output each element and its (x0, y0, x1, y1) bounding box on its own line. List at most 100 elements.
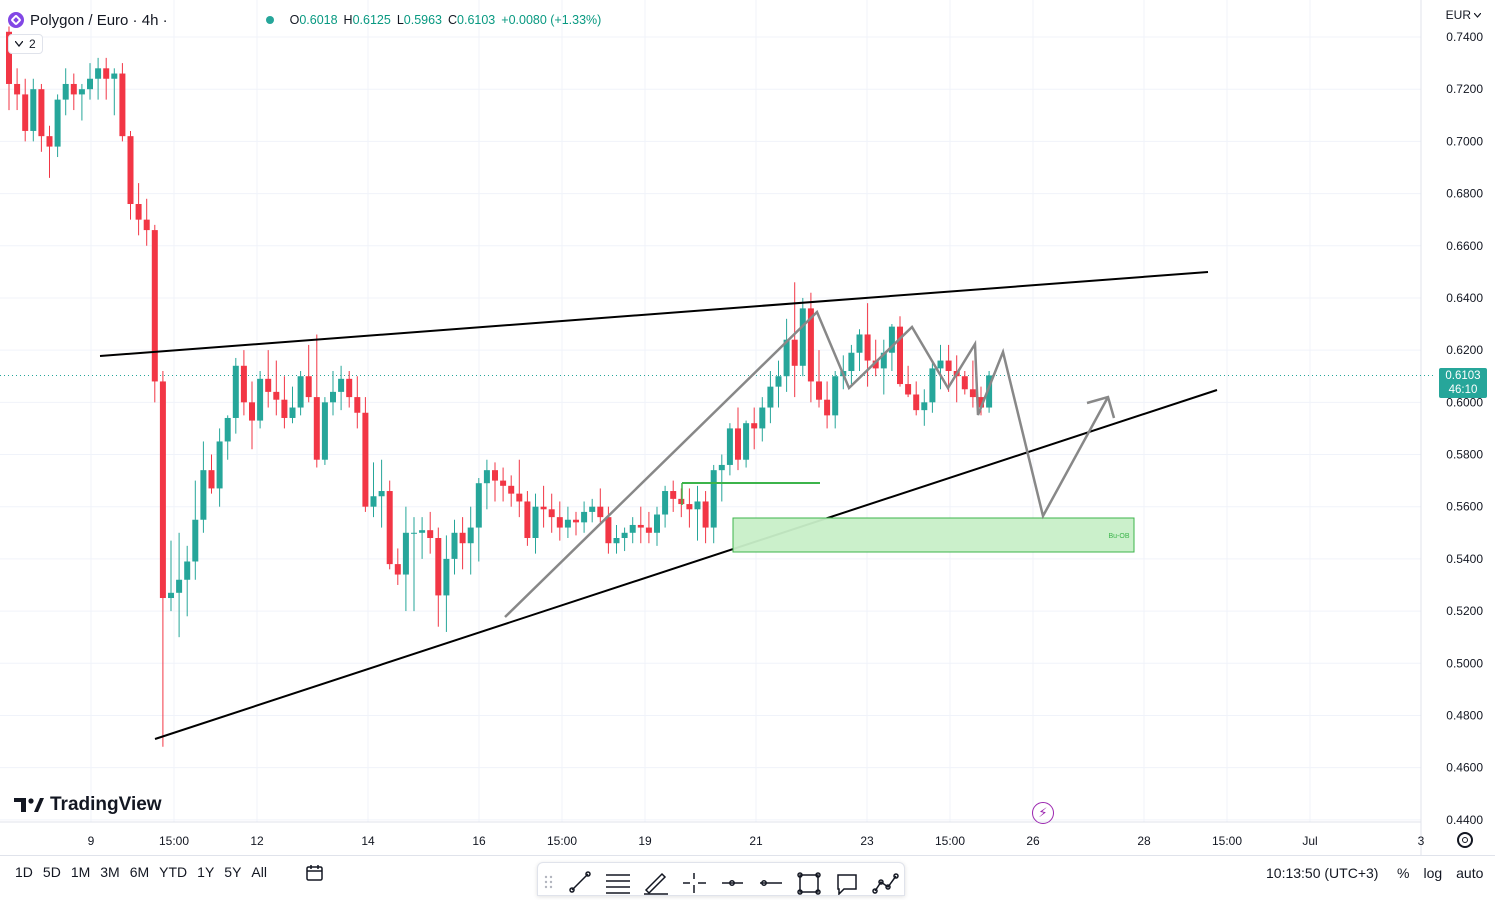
auto-scale-button[interactable]: auto (1456, 865, 1484, 881)
candle-body (500, 480, 507, 486)
candle-body (265, 378, 272, 392)
candle-body (483, 470, 490, 484)
candle-body (937, 360, 944, 369)
percent-scale-button[interactable]: % (1397, 865, 1410, 881)
candle-body (686, 504, 693, 510)
candle-body (62, 83, 69, 100)
candle-body (775, 376, 782, 387)
indicators-count: 2 (29, 37, 36, 51)
candle-body (945, 360, 952, 372)
goto-date-calendar-icon[interactable] (305, 863, 325, 883)
candle-body (6, 31, 12, 84)
events-bolt-icon[interactable]: ⚡ (1032, 802, 1054, 824)
low-value: 0.5963 (403, 13, 442, 27)
indicators-toggle[interactable]: 2 (8, 34, 43, 54)
candle-body (443, 558, 450, 596)
candle-body (305, 376, 312, 398)
price-tick-label: 0.4400 (1446, 813, 1483, 827)
polygon-logo-icon (8, 12, 24, 28)
candle-body (613, 538, 620, 544)
range-5d[interactable]: 5D (42, 864, 61, 880)
low-label: L (396, 13, 404, 27)
drawing-tools (544, 871, 899, 896)
candle-body (718, 464, 725, 471)
range-1d[interactable]: 1D (15, 864, 33, 880)
candle-body (621, 532, 628, 539)
symbol-title[interactable]: Polygon / Euro · 4h · (30, 11, 168, 29)
horizontal-line-icon[interactable] (760, 880, 782, 886)
price-tick-label: 0.4800 (1446, 708, 1483, 722)
candle-body (929, 368, 936, 403)
range-all[interactable]: All (251, 864, 267, 880)
price-tick-label: 0.6400 (1446, 291, 1483, 305)
text-note-icon[interactable] (837, 874, 857, 896)
currency-label: EUR (1445, 8, 1471, 22)
chart-settings-gear-icon[interactable] (1457, 832, 1473, 848)
candle-body (257, 378, 264, 421)
time-tick-label: 15:00 (547, 834, 577, 848)
candle-body (370, 496, 377, 507)
time-tick-label: 15:00 (159, 834, 189, 848)
range-ytd[interactable]: YTD (159, 864, 188, 880)
crosshair-icon[interactable] (683, 873, 706, 893)
candle-body (338, 378, 345, 392)
candle-body (111, 73, 118, 79)
time-tick-label: 9 (88, 834, 95, 848)
drag-handle-icon[interactable] (544, 875, 553, 889)
price-tick-label: 0.7000 (1446, 134, 1483, 148)
candle-body (629, 524, 636, 533)
candle-body (208, 470, 215, 489)
range-1y[interactable]: 1Y (197, 864, 215, 880)
wedge-lower-trendline[interactable] (154, 389, 1218, 740)
candle-body (848, 352, 855, 372)
price-axis[interactable]: 0.7400 0.7200 0.7000 0.6800 0.6600 0.6400 0.62… (1446, 30, 1483, 827)
drawing-toolbar (537, 862, 905, 896)
candle-body (22, 94, 29, 131)
range-3m[interactable]: 3M (100, 864, 120, 880)
rectangle-icon[interactable] (797, 872, 821, 895)
candle-body (670, 491, 677, 499)
candle-body (70, 83, 77, 95)
tradingview-logo[interactable]: TradingView (14, 794, 162, 816)
timezone-clock[interactable]: 10:13:50 (UTC+3) (1266, 865, 1379, 881)
candle-body (362, 412, 369, 507)
candle-body (330, 391, 336, 403)
range-6m[interactable]: 6M (129, 864, 150, 880)
wedge-upper-trendline[interactable] (99, 271, 1209, 357)
candle-body (232, 365, 239, 418)
candle-body (394, 564, 401, 575)
currency-selector[interactable]: EUR (1446, 8, 1481, 22)
candle-body (637, 524, 644, 528)
candle-body (451, 532, 458, 559)
time-tick-label: 21 (749, 834, 763, 848)
candle-body (759, 407, 766, 429)
candle-body (313, 397, 320, 460)
candle-body (735, 428, 741, 460)
price-tick-label: 0.6200 (1446, 343, 1483, 357)
range-1m[interactable]: 1M (70, 864, 91, 880)
candle-body (978, 397, 984, 408)
candle-body (135, 204, 142, 220)
horizontal-ray-icon[interactable] (722, 880, 743, 886)
time-axis[interactable]: 9 15:00 12 14 16 15:00 19 21 23 15:00 26 28 15:00 Jul… (88, 834, 1425, 848)
order-block-zone[interactable] (732, 517, 1135, 553)
candle-body (767, 386, 774, 408)
candle-body (581, 511, 588, 523)
trend-line-icon[interactable] (569, 871, 591, 893)
candle-body (694, 501, 701, 510)
path-icon[interactable] (872, 873, 899, 894)
brush-icon[interactable] (644, 872, 668, 895)
log-scale-button[interactable]: log (1423, 865, 1443, 881)
candle-body (824, 399, 831, 416)
fib-retracement-icon[interactable] (606, 874, 630, 894)
high-value: 0.6125 (352, 13, 391, 27)
candle-body (54, 99, 61, 147)
candle-body (46, 136, 53, 147)
range-5y[interactable]: 5Y (224, 864, 242, 880)
candle-body (38, 89, 45, 137)
candle-body (524, 501, 531, 539)
ohlc-values: O 0.6018 H 0.6125 L 0.5963 C 0.6103 +0.0080 … (290, 13, 608, 27)
projected-path[interactable] (504, 309, 1110, 618)
